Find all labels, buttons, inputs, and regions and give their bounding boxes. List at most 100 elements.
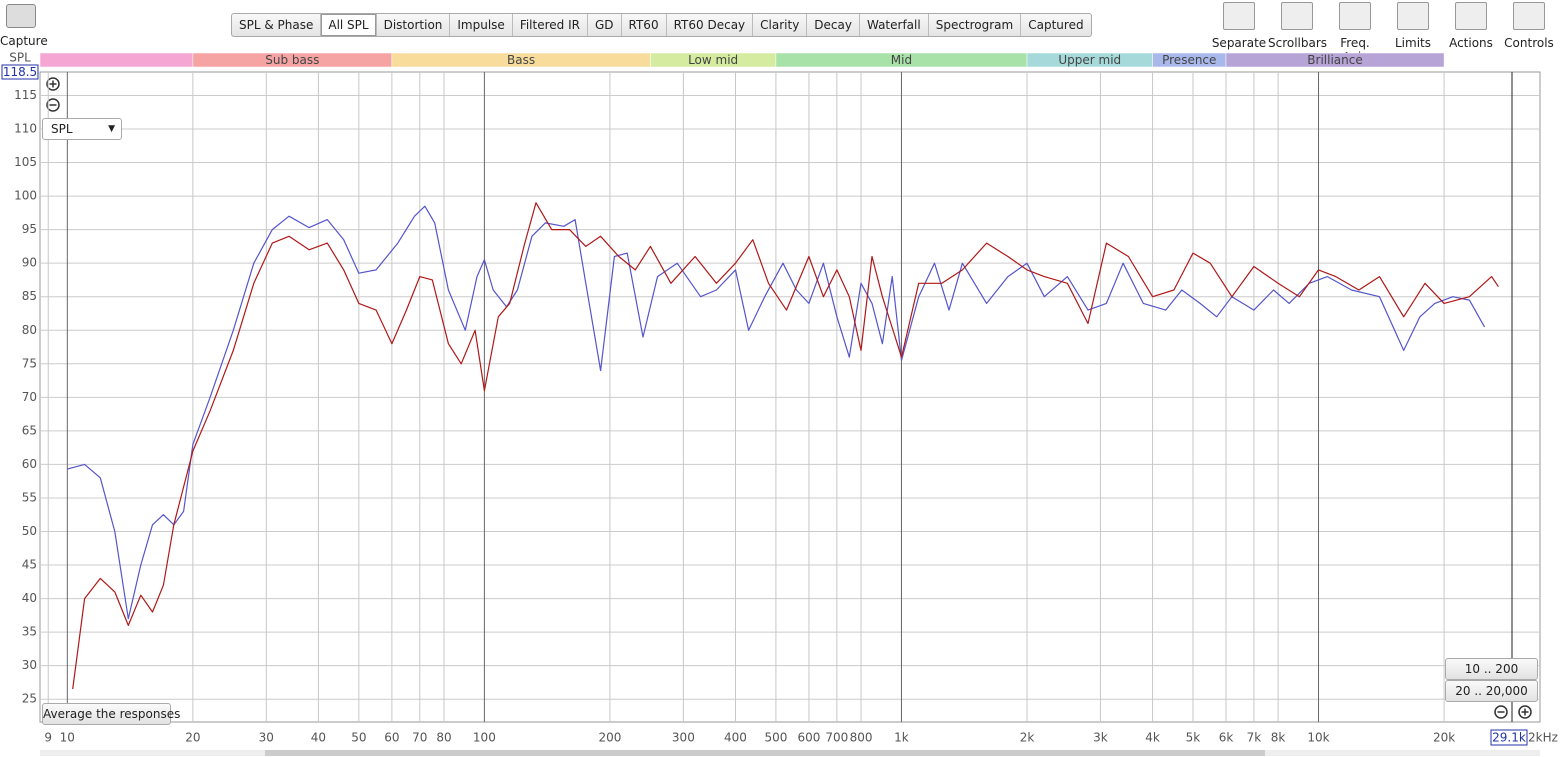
scrollbar-thumb[interactable] [265,750,1265,756]
band-label: Low mid [688,53,738,67]
y-axis-name: SPL [9,51,31,65]
y-tick-label: 35 [22,625,37,639]
grid [40,72,1540,722]
tool-icon [1339,2,1371,30]
x-tick-label: 800 [850,731,873,745]
average-button[interactable]: Average the responses [42,703,180,725]
y-tick-label: 95 [22,222,37,236]
x-zoom-out[interactable] [1494,705,1508,719]
x-tick-label: 7k [1247,731,1262,745]
y-tick-label: 30 [22,658,37,672]
tool-label: Actions [1449,36,1493,50]
x-zoom-in-plus [1521,708,1529,716]
band [39,52,194,68]
x-tick-label: 400 [724,731,747,745]
y-tick-label: 60 [22,457,37,471]
band-label: Brilliance [1307,53,1362,67]
tool-button[interactable]: Scrollbars [1268,2,1328,64]
y-tick-label: 110 [14,122,37,136]
y-tick-label: 105 [14,155,37,169]
x-tick-label: 30 [259,731,274,745]
y-tick-label: 55 [22,490,37,504]
tool-label: Separate [1211,36,1267,50]
x-tick-label: 4k [1145,731,1160,745]
y-max-value: 118.5 [3,65,37,79]
dropdown-label: SPL [51,122,73,136]
zoom-in-plus [49,80,57,88]
tab[interactable]: GD [588,14,622,36]
x-tick-label: 9 [44,731,52,745]
x-tick-label: 3k [1093,731,1108,745]
x-tick-label: 10k [1307,731,1329,745]
tool-button[interactable]: Limits [1384,2,1442,64]
y-tick-label: 65 [22,423,37,437]
capture-icon [6,4,36,28]
tab[interactable]: Impulse [450,14,513,36]
x-tick-label: 5k [1186,731,1201,745]
tool-icon [1513,2,1545,30]
band-label: Bass [507,53,535,67]
band [1225,52,1445,68]
y-tick-label: 25 [22,692,37,706]
zoom-in[interactable] [46,77,60,91]
tool-button[interactable]: Controls [1500,2,1558,64]
range-button[interactable]: 20 .. 20,000 [1445,680,1538,702]
x-tick-label: 600 [797,731,820,745]
tool-button[interactable]: Actions [1442,2,1500,64]
y-tick-label: 50 [22,524,37,538]
x-tick-label: 70 [412,731,427,745]
x-tick-label: 700 [825,731,848,745]
tab[interactable]: SPL & Phase [232,14,322,36]
x-tick-label: 80 [436,731,451,745]
tool-icon [1281,2,1313,30]
zoom-out[interactable] [46,98,60,112]
tab[interactable]: Spectrogram [929,14,1022,36]
tab[interactable]: Decay [807,14,860,36]
tool-icon [1223,2,1255,30]
x-tick-label: 200 [598,731,621,745]
y-tick-label: 75 [22,356,37,370]
x-unit: 2kHz [1528,731,1558,745]
tab[interactable]: Clarity [753,14,808,36]
measure-dropdown[interactable]: SPL ▼ [42,118,122,140]
y-tick-label: 80 [22,323,37,337]
y-tick-label: 100 [14,189,37,203]
tab[interactable]: RT60 [622,14,667,36]
y-tick-label: 85 [22,289,37,303]
tool-button[interactable]: Separate [1210,2,1268,64]
tool-icon [1455,2,1487,30]
tool-label: Limits [1395,36,1431,50]
x-max-box[interactable] [1490,729,1528,746]
x-tick-label: 10 [60,731,75,745]
y-max-box[interactable] [1,64,39,80]
tab[interactable]: Filtered IR [513,14,588,36]
tab[interactable]: Captured [1028,18,1084,32]
y-tick-label: 45 [22,558,37,572]
series-line [72,202,1499,690]
range-label: 20 .. 20,000 [1455,684,1528,698]
band-label: Presence [1162,53,1216,67]
y-tick-label: 90 [22,256,37,270]
tab[interactable]: RT60 Decay [667,14,754,36]
x-zoom-in[interactable] [1518,705,1532,719]
tool-icon [1397,2,1429,30]
range-button[interactable]: 10 .. 200 [1445,658,1538,680]
tab[interactable]: Distortion [377,14,451,36]
x-tick-label: 20k [1433,731,1455,745]
band-label: Upper mid [1058,53,1121,67]
x-tick-label: 20 [185,731,200,745]
tool-label: Controls [1504,36,1554,50]
x-tick-label: 300 [672,731,695,745]
tab[interactable]: All SPL [321,14,377,36]
x-tick-label: 8k [1271,731,1286,745]
tab-bar: SPL & Phase All SPL Distortion Impulse Filte… [231,13,1092,37]
band-label: Sub bass [265,53,319,67]
tool-label: Scrollbars [1268,36,1328,50]
tab[interactable]: Waterfall [860,14,929,36]
x-tick-label: 50 [351,731,366,745]
x-tick-label: 6k [1219,731,1234,745]
range-label: 10 .. 200 [1464,662,1519,676]
capture-button[interactable]: Capture [0,4,48,48]
